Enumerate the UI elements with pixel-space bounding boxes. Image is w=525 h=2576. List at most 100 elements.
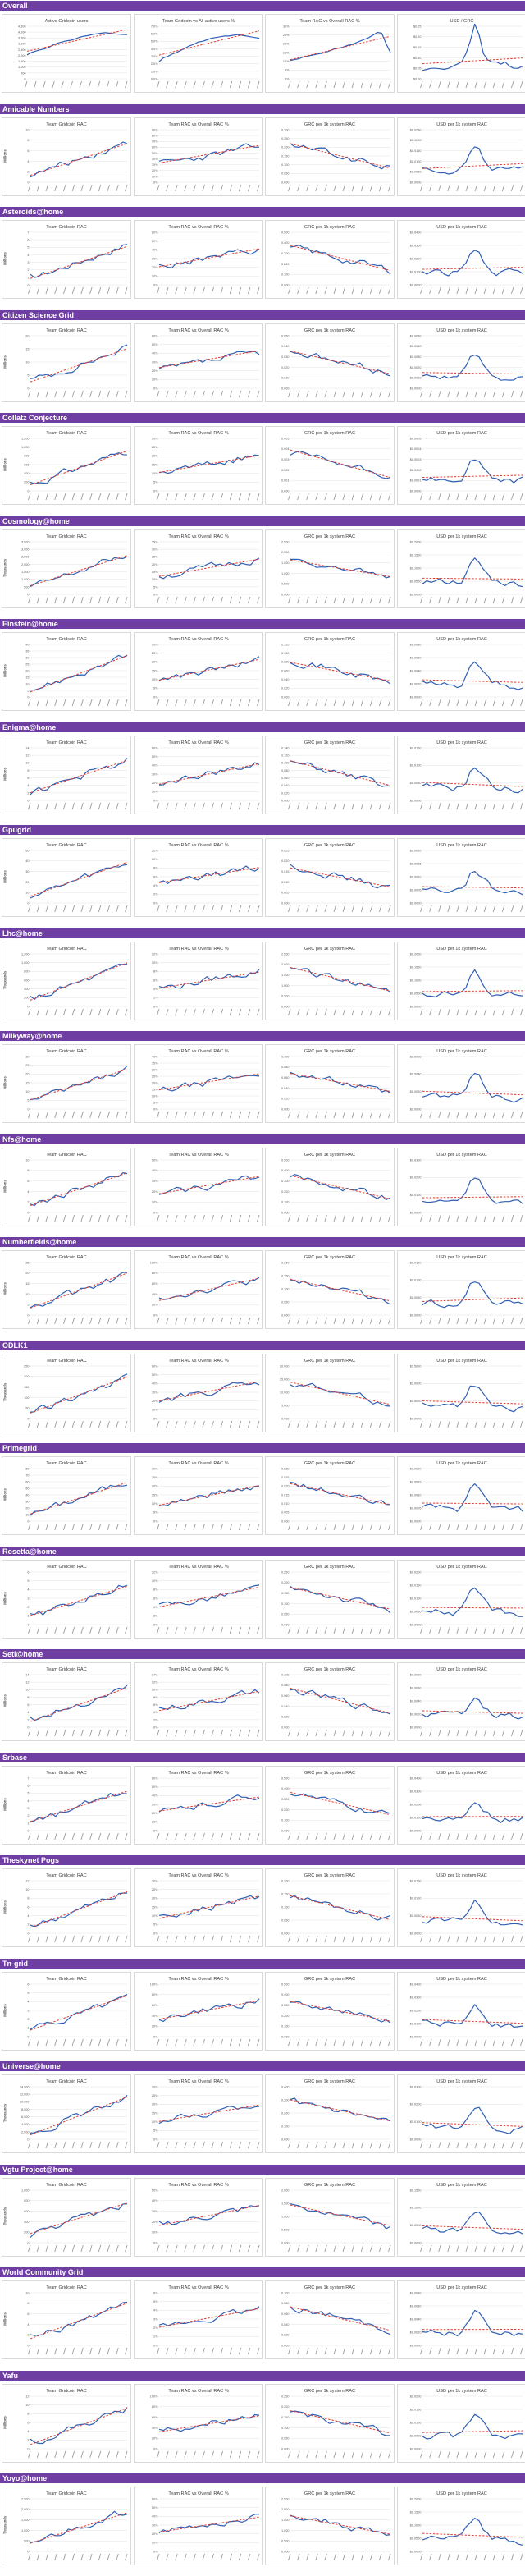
x-tick-label (212, 2039, 214, 2046)
x-tick-label (55, 1524, 57, 1530)
x-tick-label (484, 1936, 486, 1942)
x-tick-label (502, 1627, 504, 1634)
x-tick-label (511, 1421, 514, 1428)
x-tick-label (371, 2348, 373, 2354)
y-tick-label: 2 (27, 1606, 29, 1609)
x-tick-label (221, 1421, 223, 1428)
x-tick-label (371, 1627, 373, 1634)
y-tick-label: $0.0010 (410, 1493, 422, 1497)
series-line (159, 1794, 259, 1812)
x-tick-label (175, 493, 177, 500)
x-tick-label (126, 1730, 128, 1736)
x-tick-label (307, 81, 309, 88)
x-tick-label (325, 699, 327, 706)
trend-line (422, 2431, 523, 2432)
y-tick-label: 0.080 (281, 2302, 290, 2305)
x-tick-label (29, 391, 31, 397)
chart-title: GRC per 1k system RAC (304, 431, 355, 436)
line-chart: GRC per 1k system RAC0.0000.1000.2000.30… (266, 1148, 394, 1226)
x-tick-label (420, 391, 422, 397)
y-tick-label: $0.0050 (410, 1914, 422, 1918)
x-tick-label (307, 1833, 309, 1840)
y-tick-label: 1 (27, 276, 29, 279)
line-chart: USD / GRC$0.00$0.05$0.10$0.15$0.20$0.25 (398, 15, 525, 92)
x-tick-label (475, 2554, 477, 2560)
x-tick-label (166, 1627, 168, 1634)
x-tick-label (429, 803, 431, 809)
y-axis-label: Millions (3, 1179, 7, 1192)
y-tick-label: 40% (151, 763, 158, 767)
y-tick-label: 10% (151, 1094, 158, 1098)
y-tick-label: $0.0015 (410, 1480, 422, 1483)
y-tick-label: 0.040 (281, 2323, 290, 2326)
y-tick-label: 2,000 (21, 2130, 30, 2134)
series-line (159, 34, 259, 62)
y-axis-label: Thousands (3, 2103, 7, 2122)
x-tick-label (157, 1112, 159, 1118)
y-tick-label: $0.0060 (410, 656, 422, 659)
y-tick-label: 25 (25, 662, 29, 666)
section-header-bar: Gpugrid (0, 825, 525, 835)
y-tick-label: 0.400 (281, 1787, 290, 1790)
x-tick-label (343, 1936, 345, 1942)
x-tick-label (289, 1421, 291, 1428)
x-tick-label (37, 2348, 39, 2354)
x-tick-label (212, 287, 214, 294)
chart-title: GRC per 1k system RAC (304, 1153, 355, 1157)
x-tick-label (166, 1215, 168, 1222)
x-tick-label (37, 1627, 39, 1634)
x-tick-label (466, 699, 468, 706)
x-tick-label (175, 1936, 177, 1942)
y-tick-label: 0 (27, 2138, 29, 2141)
x-tick-label (126, 905, 128, 912)
y-tick-label: $0.0040 (410, 1073, 422, 1076)
y-tick-label: 0.080 (281, 1066, 290, 1069)
x-tick-label (37, 287, 39, 294)
x-tick-label (81, 2554, 84, 2560)
y-tick-label: 0% (153, 283, 158, 286)
y-tick-label: 1 (27, 1822, 29, 1825)
y-tick-label: $0.0400 (410, 1982, 422, 1986)
chart-panel: Team RAC vs Overall RAC %0%10%20%30%40%5… (134, 220, 263, 299)
x-tick-label (457, 287, 459, 294)
y-tick-label: 30% (151, 1180, 158, 1183)
x-tick-label (29, 2039, 31, 2046)
x-tick-label (438, 1730, 441, 1736)
trend-line (290, 36, 390, 59)
x-tick-label (157, 185, 159, 191)
trend-line (422, 1503, 523, 1504)
x-tick-label (126, 1421, 128, 1428)
y-tick-label: 2 (27, 791, 29, 795)
x-tick-label (230, 597, 232, 603)
x-tick-label (55, 287, 57, 294)
y-tick-label: $0.0000 (410, 1107, 422, 1111)
y-tick-label: 80% (151, 2405, 158, 2409)
x-tick-label (429, 905, 431, 912)
y-tick-label: 20 (25, 1506, 29, 1510)
x-tick-label (389, 287, 391, 294)
x-tick-label (493, 185, 495, 191)
x-tick-label (361, 287, 363, 294)
y-tick-label: 0.500 (281, 1982, 290, 1986)
y-tick-label: 4 (27, 1799, 29, 1802)
x-tick-label (29, 1215, 31, 1222)
x-tick-label (502, 1421, 504, 1428)
x-tick-label (389, 1318, 391, 1324)
x-tick-label (298, 2142, 300, 2148)
y-tick-label: 0.040 (281, 1087, 290, 1090)
x-tick-label (352, 493, 354, 500)
y-tick-label: 10 (25, 1689, 29, 1692)
x-tick-label (457, 2142, 459, 2148)
x-tick-label (166, 803, 168, 809)
x-tick-label (193, 2554, 195, 2560)
y-tick-label: 200 (24, 996, 29, 999)
series-line (30, 2303, 127, 2336)
x-tick-label (429, 2554, 431, 2560)
trend-line (422, 680, 523, 682)
y-tick-label: 0.040 (281, 784, 290, 787)
y-tick-label: 0.020 (281, 365, 290, 369)
y-tick-label: 1 (27, 2026, 29, 2029)
x-tick-label (157, 597, 159, 603)
